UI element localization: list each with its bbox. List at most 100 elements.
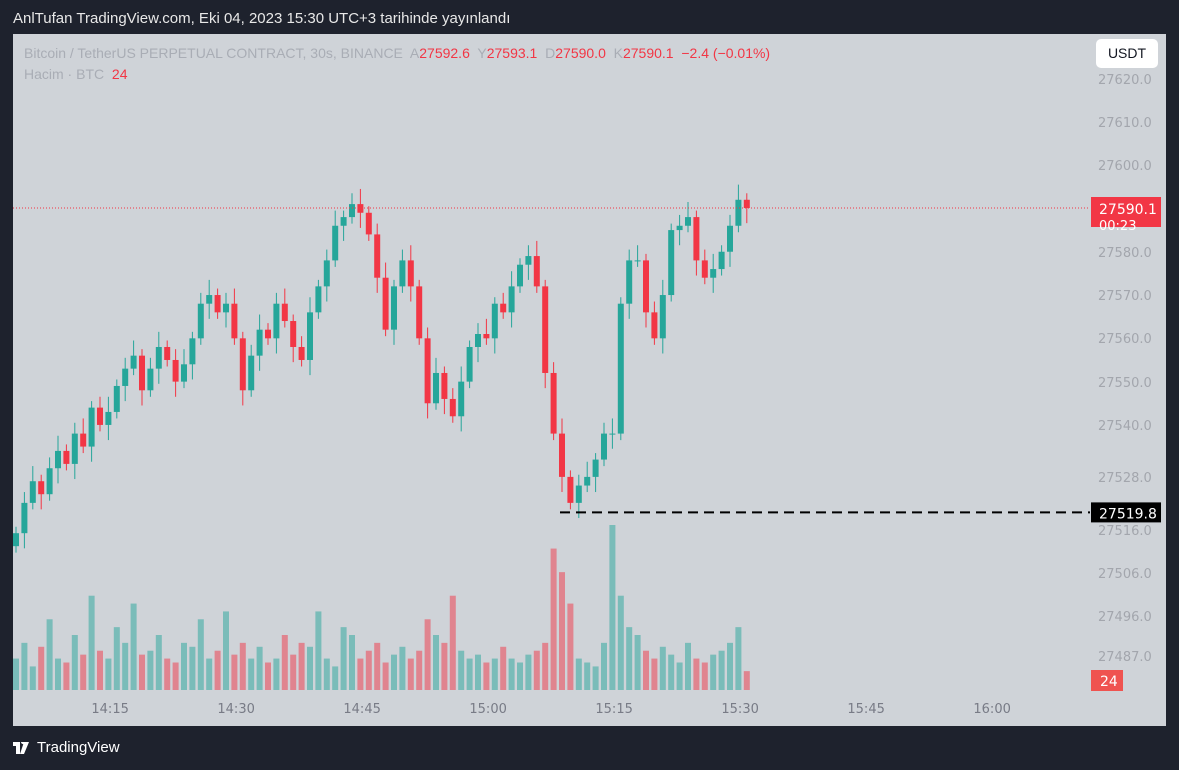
currency-button[interactable]: USDT [1096,39,1158,68]
close-label: K [613,45,623,61]
volume-bar [231,654,238,690]
candle-body [466,346,473,382]
volume-bar [139,654,145,690]
volume-bar [609,525,616,690]
candle-body [508,286,515,313]
candle-body [407,260,414,287]
volume-bar [374,642,381,690]
volume-bar [475,654,481,690]
volume-bar [559,572,565,690]
volume-bar [63,662,70,690]
x-axis-tick: 14:45 [343,702,380,717]
volume-label: Hacim · BTC [24,66,105,82]
volume-bar [676,662,683,690]
candle-body [206,295,213,304]
candle-body [735,199,742,226]
y-axis-tick: 27487.0 [1098,650,1152,665]
candle-body [105,411,112,425]
volume-bar [382,662,389,690]
candle-body [323,260,330,287]
candle-body [256,329,263,356]
current-volume-badge [1091,670,1123,691]
volume-bar [164,658,171,690]
volume-bar [172,662,179,690]
y-axis-tick: 27540.0 [1098,419,1152,434]
volume-bar [147,650,154,690]
current-price-value: 27590.1 [1099,202,1157,218]
volume-bar [29,666,36,690]
y-axis-tick: 27516.0 [1098,524,1152,539]
candle-body [223,303,229,313]
candle-body [181,364,187,382]
volume-bar [248,658,255,690]
candle-body [97,407,103,425]
symbol-name: Bitcoin / TetherUS PERPETUAL CONTRACT, 3… [24,45,403,61]
volume-bar [651,658,658,690]
candle-body [13,533,19,547]
volume-bar [643,650,649,690]
candle-body [281,303,288,322]
volume-bar [206,658,213,690]
candle-body [584,476,591,486]
candle-body [550,372,557,434]
chart-panel[interactable] [13,34,1166,726]
volume-bar [592,666,599,690]
high-value: 27593.1 [486,45,538,61]
x-axis-tick: 15:15 [595,702,632,717]
volume-bar [181,642,187,690]
y-axis-tick: 27496.0 [1098,610,1152,625]
volume-bar [55,658,61,690]
x-axis-tick: 14:15 [91,702,128,717]
candle-body [365,212,372,235]
volume-bar [407,658,414,690]
volume-bar [71,635,78,690]
volume-bar [626,627,633,690]
candle-body [273,303,280,339]
candle-body [542,286,549,373]
candle-body [475,334,481,347]
candle-body [88,407,95,447]
volume-bar [155,635,162,690]
candle-body [651,312,658,339]
y-axis-tick: 27550.0 [1098,376,1152,391]
y-axis-tick: 27570.0 [1098,289,1152,304]
volume-bar [13,658,19,690]
volume-bar [575,658,582,690]
candle-body [710,269,717,278]
volume-bar [710,654,717,690]
volume-bar [500,646,507,690]
candle-body [214,295,221,313]
tradingview-logo[interactable]: TradingView [13,739,120,756]
candle-body [357,204,364,213]
volume-bar [693,658,700,690]
candle-body [693,217,700,261]
candle-body [231,303,238,339]
volume-bar [743,671,750,690]
volume-bar [659,646,666,690]
candle-body [718,251,725,270]
volume-bar [223,611,229,690]
candle-body [449,398,456,417]
volume-bar [290,654,297,690]
volume-bar [323,658,330,690]
candle-body [340,217,347,226]
candle-body [483,334,490,339]
publish-info: AnlTufan TradingView.com, Eki 04, 2023 1… [13,10,511,27]
candle-body [685,217,691,226]
candle-body [517,264,523,287]
volume-bar [491,658,498,690]
horizontal-line-value: 27519.8 [1099,506,1157,522]
volume-bar [197,619,204,690]
candle-body [433,372,439,404]
low-label: D [545,45,556,61]
low-value: 27590.0 [555,45,606,61]
x-axis-tick: 15:45 [847,702,884,717]
volume-bar [130,603,137,690]
candle-body [458,381,465,417]
candle-body [248,355,255,391]
candle-body [399,260,406,287]
candle-body [643,260,649,313]
volume-bar [113,627,120,690]
candle-body [349,204,355,218]
